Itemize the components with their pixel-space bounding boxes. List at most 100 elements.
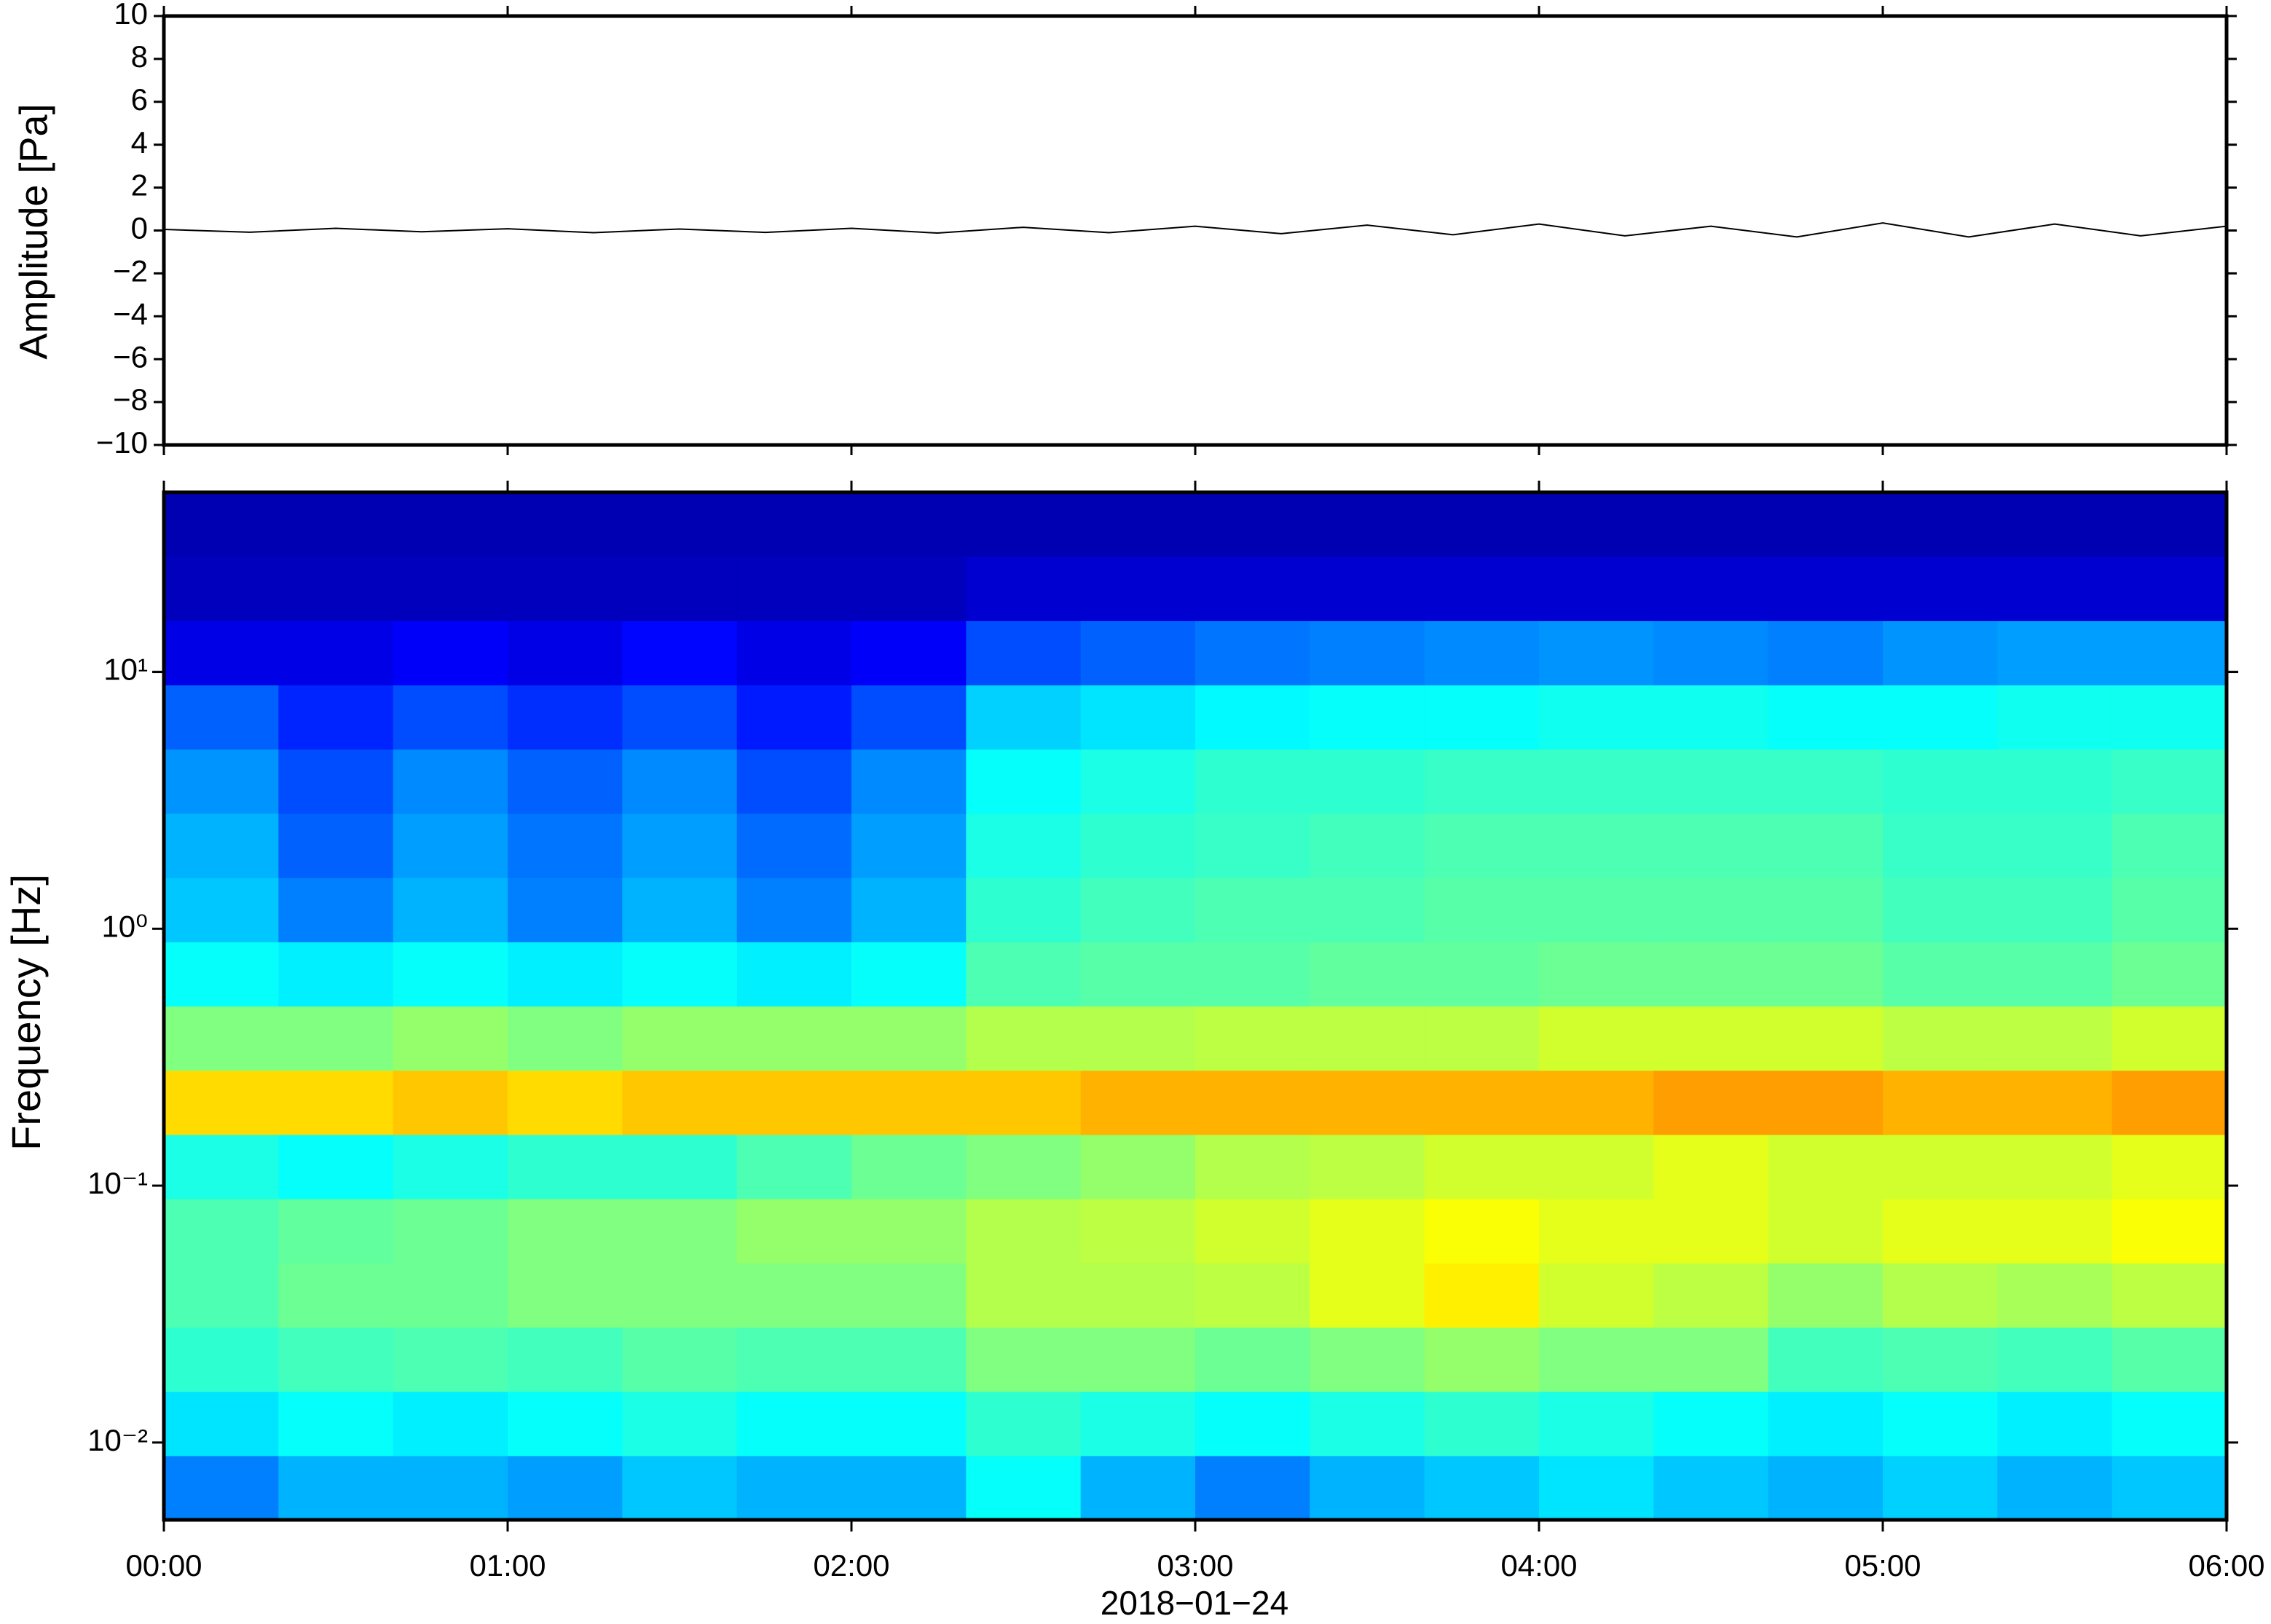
spectrogram-cell xyxy=(851,685,967,750)
spectrogram-cell xyxy=(1539,1134,1654,1199)
spectrogram-cell xyxy=(622,685,738,750)
spectrogram-cell xyxy=(164,813,279,878)
spectrogram-cell xyxy=(508,1070,623,1135)
spectrogram-cell xyxy=(1310,1070,1425,1135)
spectrogram-cell xyxy=(164,1391,279,1457)
spectrogram-cell xyxy=(1653,1199,1769,1264)
spectrogram-cell xyxy=(1883,556,1998,621)
spectrogram-cell xyxy=(966,620,1082,686)
y-axis-title: Amplitude [Pa] xyxy=(12,103,55,359)
spectrogram-cell xyxy=(1195,942,1310,1007)
spectrogram-cell xyxy=(1768,1006,1884,1071)
spectrogram-cell xyxy=(966,1391,1082,1457)
spectrogram-cell xyxy=(1883,813,1998,878)
x-tick-label: 00:00 xyxy=(125,1548,202,1582)
spectrogram-cell xyxy=(278,749,394,814)
spectrogram-cell xyxy=(1997,1199,2113,1264)
spectrogram-cell xyxy=(2111,1199,2227,1264)
spectrogram-cell xyxy=(1539,1327,1654,1392)
spectrogram-cell xyxy=(1424,1070,1540,1135)
spectrogram-cell xyxy=(1653,1455,1769,1521)
spectrogram-cell xyxy=(1539,1263,1654,1328)
spectrogram-cell xyxy=(1997,813,2113,878)
spectrogram-cell xyxy=(2111,685,2227,750)
spectrogram-cell xyxy=(736,1263,852,1328)
spectrogram-cell xyxy=(736,749,852,814)
spectrogram-cell xyxy=(1195,813,1310,878)
spectrogram-cell xyxy=(736,1134,852,1199)
spectrogram-cell xyxy=(1424,1263,1540,1328)
spectrogram-cell xyxy=(1539,813,1654,878)
y-tick-label: 10⁻² xyxy=(87,1423,148,1457)
spectrogram-cell xyxy=(1310,620,1425,686)
spectrogram-cell xyxy=(736,1070,852,1135)
spectrogram-cell xyxy=(1539,1006,1654,1071)
spectrogram-cell xyxy=(622,749,738,814)
spectrogram-cell xyxy=(851,1327,967,1392)
spectrogram-cell xyxy=(1310,749,1425,814)
spectrogram-cell xyxy=(1195,492,1310,557)
spectrogram-cell xyxy=(851,813,967,878)
spectrogram-cell xyxy=(851,1391,967,1457)
y-tick-label: 0 xyxy=(131,211,148,245)
spectrogram-cell xyxy=(736,1006,852,1071)
spectrogram-cell xyxy=(1997,1455,2113,1521)
spectrogram-cell xyxy=(1653,1006,1769,1071)
spectrogram-cell xyxy=(2111,1391,2227,1457)
spectrogram-cell xyxy=(851,556,967,621)
spectrogram-cell xyxy=(278,556,394,621)
spectrogram-cell xyxy=(1424,1327,1540,1392)
y-axis-title: Frequency [Hz] xyxy=(3,874,49,1151)
spectrogram-cell xyxy=(1539,685,1654,750)
spectrogram-cell xyxy=(1653,1263,1769,1328)
spectrogram-cell xyxy=(966,1134,1082,1199)
spectrogram-cell xyxy=(164,749,279,814)
spectrogram-cell xyxy=(1080,556,1196,621)
spectrogram-cell xyxy=(1310,1391,1425,1457)
spectrogram-cell xyxy=(164,1070,279,1135)
spectrogram-cell xyxy=(1424,813,1540,878)
y-tick-label: 10¹ xyxy=(103,653,148,687)
spectrogram-cell xyxy=(278,685,394,750)
spectrogram-cell xyxy=(1195,878,1310,942)
spectrogram-cell xyxy=(622,1327,738,1392)
plot-frame xyxy=(162,490,2229,1522)
spectrogram-cell xyxy=(1080,878,1196,942)
spectrogram-cell xyxy=(1653,878,1769,942)
spectrogram-cell xyxy=(851,1455,967,1521)
spectrogram-cell xyxy=(1883,1263,1998,1328)
spectrogram-cell xyxy=(1195,620,1310,686)
x-tick-label: 02:00 xyxy=(813,1548,889,1582)
spectrogram-cell xyxy=(2111,556,2227,621)
spectrogram-cell xyxy=(1883,1327,1998,1392)
spectrogram-cell xyxy=(393,1455,508,1521)
spectrogram-cell xyxy=(851,1070,967,1135)
spectrogram-cell xyxy=(1195,1327,1310,1392)
spectrogram-cell xyxy=(508,1006,623,1071)
spectrogram-cell xyxy=(1080,1134,1196,1199)
x-axis-title: 2018−01−24 xyxy=(1101,1584,1288,1622)
spectrogram-cell xyxy=(622,492,738,557)
spectrogram-cell xyxy=(1424,1391,1540,1457)
spectrogram-cell xyxy=(1768,1263,1884,1328)
spectrogram-cell xyxy=(1195,1070,1310,1135)
spectrogram-cell xyxy=(851,1199,967,1264)
spectrogram-cell xyxy=(1883,1199,1998,1264)
spectrogram-cell xyxy=(278,942,394,1007)
spectrogram-cell xyxy=(1424,556,1540,621)
spectrogram-cell xyxy=(1997,556,2113,621)
spectrogram-cell xyxy=(622,1134,738,1199)
spectrogram-cell xyxy=(1768,1070,1884,1135)
spectrogram-cell xyxy=(966,1199,1082,1264)
spectrogram-cell xyxy=(1768,556,1884,621)
spectrogram-cell xyxy=(1424,1199,1540,1264)
spectrogram-cell xyxy=(1997,1070,2113,1135)
spectrogram-cell xyxy=(1997,1327,2113,1392)
spectrogram-cell xyxy=(622,620,738,686)
spectrogram-cell xyxy=(1080,492,1196,557)
spectrogram-cell xyxy=(1424,1134,1540,1199)
spectrogram-cell xyxy=(736,942,852,1007)
spectrogram-cell xyxy=(1539,878,1654,942)
